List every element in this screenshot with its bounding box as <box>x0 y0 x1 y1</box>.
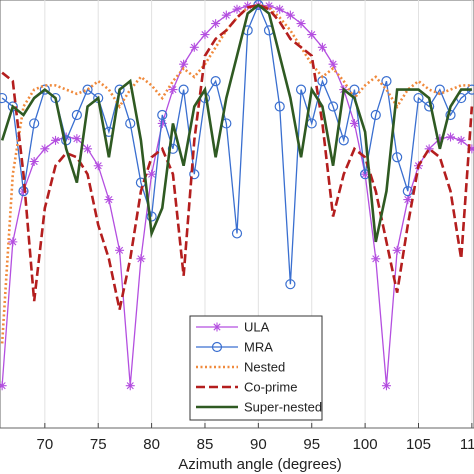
marker <box>40 144 50 154</box>
x-tick-label: 95 <box>303 436 320 453</box>
marker <box>136 254 146 264</box>
marker <box>93 161 103 171</box>
x-tick-label: 90 <box>250 436 267 453</box>
marker <box>371 254 381 264</box>
grid <box>44 0 473 428</box>
marker <box>125 381 135 391</box>
marker <box>392 245 402 255</box>
marker <box>189 42 199 52</box>
marker <box>147 169 157 179</box>
marker <box>381 76 392 87</box>
marker <box>274 101 285 112</box>
marker <box>349 118 359 128</box>
marker <box>285 279 296 290</box>
x-tick-label: 80 <box>143 436 160 453</box>
legend-label: Co-prime <box>244 379 297 394</box>
marker <box>456 135 466 145</box>
marker <box>115 245 125 255</box>
marker <box>402 186 413 197</box>
marker <box>200 30 210 40</box>
marker <box>243 1 253 11</box>
marker <box>221 10 231 20</box>
legend-label: ULA <box>244 319 270 334</box>
marker <box>381 381 391 391</box>
marker <box>51 135 61 145</box>
marker <box>403 195 413 205</box>
marker <box>146 211 157 222</box>
marker <box>285 10 295 20</box>
marker <box>275 4 285 14</box>
legend-box <box>189 315 323 421</box>
marker <box>232 4 242 14</box>
series-line <box>0 3 472 243</box>
legend-label: MRA <box>244 339 273 354</box>
marker <box>7 101 18 112</box>
ticks: 65707580859095100105110 <box>36 423 474 453</box>
x-tick-label: 70 <box>36 436 53 453</box>
marker <box>0 381 7 391</box>
x-tick-label: 85 <box>197 436 214 453</box>
marker <box>8 237 18 247</box>
marker <box>104 195 114 205</box>
marker <box>168 85 178 95</box>
marker <box>39 84 50 95</box>
marker <box>317 42 327 52</box>
marker <box>435 134 445 144</box>
marker <box>29 118 40 129</box>
marker <box>61 132 71 142</box>
marker <box>413 92 424 104</box>
marker <box>296 19 306 29</box>
x-axis-label: Azimuth angle (degrees) <box>178 456 341 473</box>
marker <box>29 157 39 167</box>
marker <box>328 59 338 69</box>
legend-marker <box>212 322 222 332</box>
marker <box>231 228 243 239</box>
marker <box>424 144 434 154</box>
marker <box>446 132 456 142</box>
marker <box>264 1 274 11</box>
marker <box>0 92 8 104</box>
marker <box>327 101 339 112</box>
marker <box>125 118 136 129</box>
series-line <box>0 3 472 344</box>
marker <box>178 84 189 95</box>
x-tick-label: 75 <box>90 436 107 453</box>
marker <box>82 84 93 95</box>
marker <box>392 152 403 163</box>
marker <box>338 135 349 146</box>
x-tick-label: 105 <box>406 436 431 453</box>
marker <box>307 30 317 40</box>
marker <box>210 76 221 87</box>
marker <box>71 109 82 121</box>
marker <box>72 134 82 144</box>
marker <box>83 144 93 154</box>
marker <box>370 109 381 121</box>
x-tick-label: 110 <box>460 436 474 453</box>
marker <box>157 109 168 121</box>
marker <box>189 169 200 180</box>
marker <box>157 118 167 128</box>
marker <box>179 59 189 69</box>
marker <box>295 84 307 95</box>
legend: ULA MRA Nested Co-prime Super-nested <box>189 315 323 421</box>
series-layer <box>0 0 474 391</box>
marker <box>467 144 474 154</box>
legend-label: Super-nested <box>244 399 322 414</box>
x-tick-label: 100 <box>353 436 378 453</box>
marker <box>211 19 221 29</box>
legend-marker <box>211 341 223 353</box>
legend-label: Nested <box>244 359 285 374</box>
